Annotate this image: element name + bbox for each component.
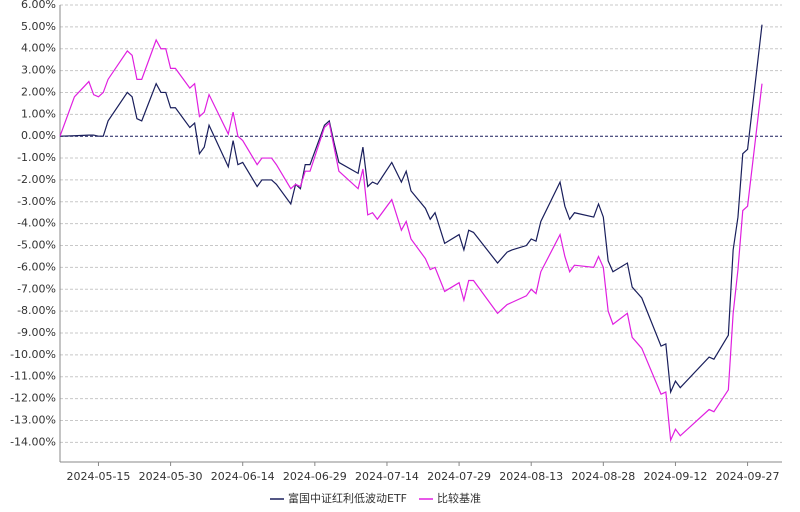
y-tick-label: -13.00% — [10, 413, 56, 426]
series-line — [59, 24, 763, 395]
y-tick-label: 3.00% — [21, 64, 56, 77]
y-tick-label: -9.00% — [17, 326, 56, 339]
y-tick-label: -11.00% — [10, 370, 56, 383]
y-tick-label: 2.00% — [21, 85, 56, 98]
x-tick-label: 2024-07-14 — [355, 470, 419, 483]
y-tick-label: 0.00% — [21, 129, 56, 142]
x-tick-label: 2024-06-29 — [283, 470, 347, 483]
x-tick-label: 2024-06-14 — [211, 470, 275, 483]
y-tick-label: -1.00% — [17, 151, 56, 164]
legend-label: 比较基准 — [437, 491, 481, 505]
y-tick-label: -3.00% — [17, 195, 56, 208]
y-tick-label: -2.00% — [17, 173, 56, 186]
legend-label: 富国中证红利低波动ETF — [288, 491, 407, 505]
x-tick-label: 2024-08-28 — [571, 470, 635, 483]
x-tick-label: 2024-07-29 — [427, 470, 491, 483]
y-tick-label: -4.00% — [17, 217, 56, 230]
x-tick-label: 2024-05-30 — [139, 470, 203, 483]
x-tick-label: 2024-08-13 — [499, 470, 563, 483]
y-tick-label: -6.00% — [17, 260, 56, 273]
y-tick-label: 4.00% — [21, 42, 56, 55]
y-tick-label: -14.00% — [10, 435, 56, 448]
x-tick-label: 2024-05-15 — [66, 470, 130, 483]
y-tick-label: 1.00% — [21, 107, 56, 120]
y-tick-label: -7.00% — [17, 282, 56, 295]
x-tick-label: 2024-09-12 — [643, 470, 707, 483]
y-tick-label: -8.00% — [17, 304, 56, 317]
series-line — [59, 38, 763, 443]
y-tick-label: -5.00% — [17, 239, 56, 252]
y-tick-label: 5.00% — [21, 20, 56, 33]
x-tick-label: 2024-09-27 — [716, 470, 780, 483]
y-tick-label: 6.00% — [21, 0, 56, 11]
y-tick-label: -10.00% — [10, 348, 56, 361]
y-tick-label: -12.00% — [10, 392, 56, 405]
